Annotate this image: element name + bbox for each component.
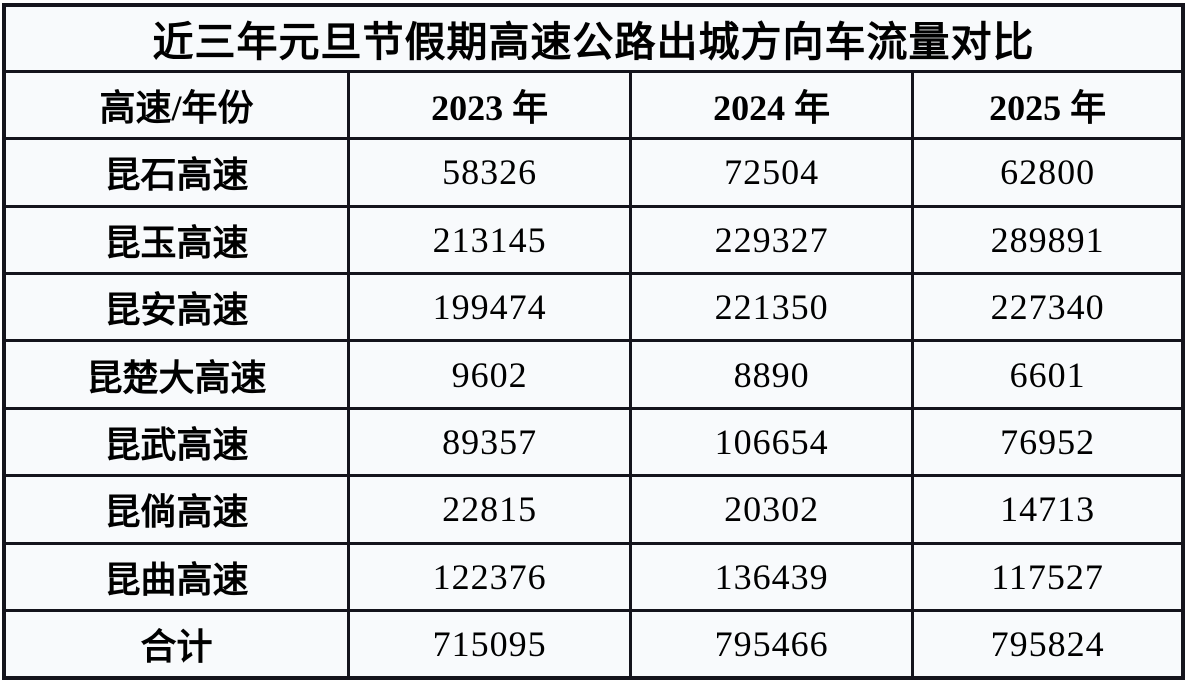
total-row: 合计 715095 795466 795824 (2, 609, 1185, 680)
table-row: 昆曲高速 122376 136439 117527 (2, 541, 1185, 613)
cell-value: 8890 (629, 339, 915, 410)
total-value: 795466 (629, 609, 915, 680)
cell-value: 6601 (911, 339, 1185, 410)
row-label: 昆安高速 (2, 272, 351, 343)
table-row: 昆倘高速 22815 20302 14713 (2, 474, 1185, 545)
cell-value: 14713 (911, 474, 1185, 545)
cell-value: 72504 (629, 137, 915, 208)
row-label: 昆武高速 (2, 406, 351, 478)
table-title: 近三年元旦节假期高速公路出城方向车流量对比 (2, 3, 1185, 73)
cell-value: 22815 (347, 474, 633, 545)
total-value: 795824 (911, 609, 1185, 680)
row-label: 昆石高速 (2, 137, 351, 208)
header-2024: 2024 年 (629, 69, 915, 141)
table-row: 昆楚大高速 9602 8890 6601 (2, 339, 1185, 410)
row-label: 昆曲高速 (2, 541, 351, 613)
cell-value: 136439 (629, 541, 915, 613)
cell-value: 213145 (347, 204, 633, 276)
cell-value: 89357 (347, 406, 633, 478)
table-row: 昆玉高速 213145 229327 289891 (2, 204, 1185, 276)
cell-value: 62800 (911, 137, 1185, 208)
cell-value: 227340 (911, 272, 1185, 343)
cell-value: 289891 (911, 204, 1185, 276)
header-highway-year: 高速/年份 (2, 69, 351, 141)
table-row: 昆安高速 199474 221350 227340 (2, 272, 1185, 343)
table-row: 昆石高速 58326 72504 62800 (2, 137, 1185, 208)
cell-value: 58326 (347, 137, 633, 208)
header-row: 高速/年份 2023 年 2024 年 2025 年 (2, 69, 1185, 141)
row-label: 昆楚大高速 (2, 339, 351, 410)
total-label: 合计 (2, 609, 351, 680)
traffic-comparison-table: 近三年元旦节假期高速公路出城方向车流量对比 高速/年份 2023 年 2024 … (2, 3, 1185, 680)
cell-value: 117527 (911, 541, 1185, 613)
header-2025: 2025 年 (911, 69, 1185, 141)
cell-value: 9602 (347, 339, 633, 410)
total-value: 715095 (347, 609, 633, 680)
cell-value: 76952 (911, 406, 1185, 478)
cell-value: 199474 (347, 272, 633, 343)
cell-value: 20302 (629, 474, 915, 545)
title-row: 近三年元旦节假期高速公路出城方向车流量对比 (2, 3, 1185, 73)
cell-value: 229327 (629, 204, 915, 276)
cell-value: 221350 (629, 272, 915, 343)
cell-value: 106654 (629, 406, 915, 478)
row-label: 昆倘高速 (2, 474, 351, 545)
header-2023: 2023 年 (347, 69, 633, 141)
cell-value: 122376 (347, 541, 633, 613)
row-label: 昆玉高速 (2, 204, 351, 276)
table-row: 昆武高速 89357 106654 76952 (2, 406, 1185, 478)
